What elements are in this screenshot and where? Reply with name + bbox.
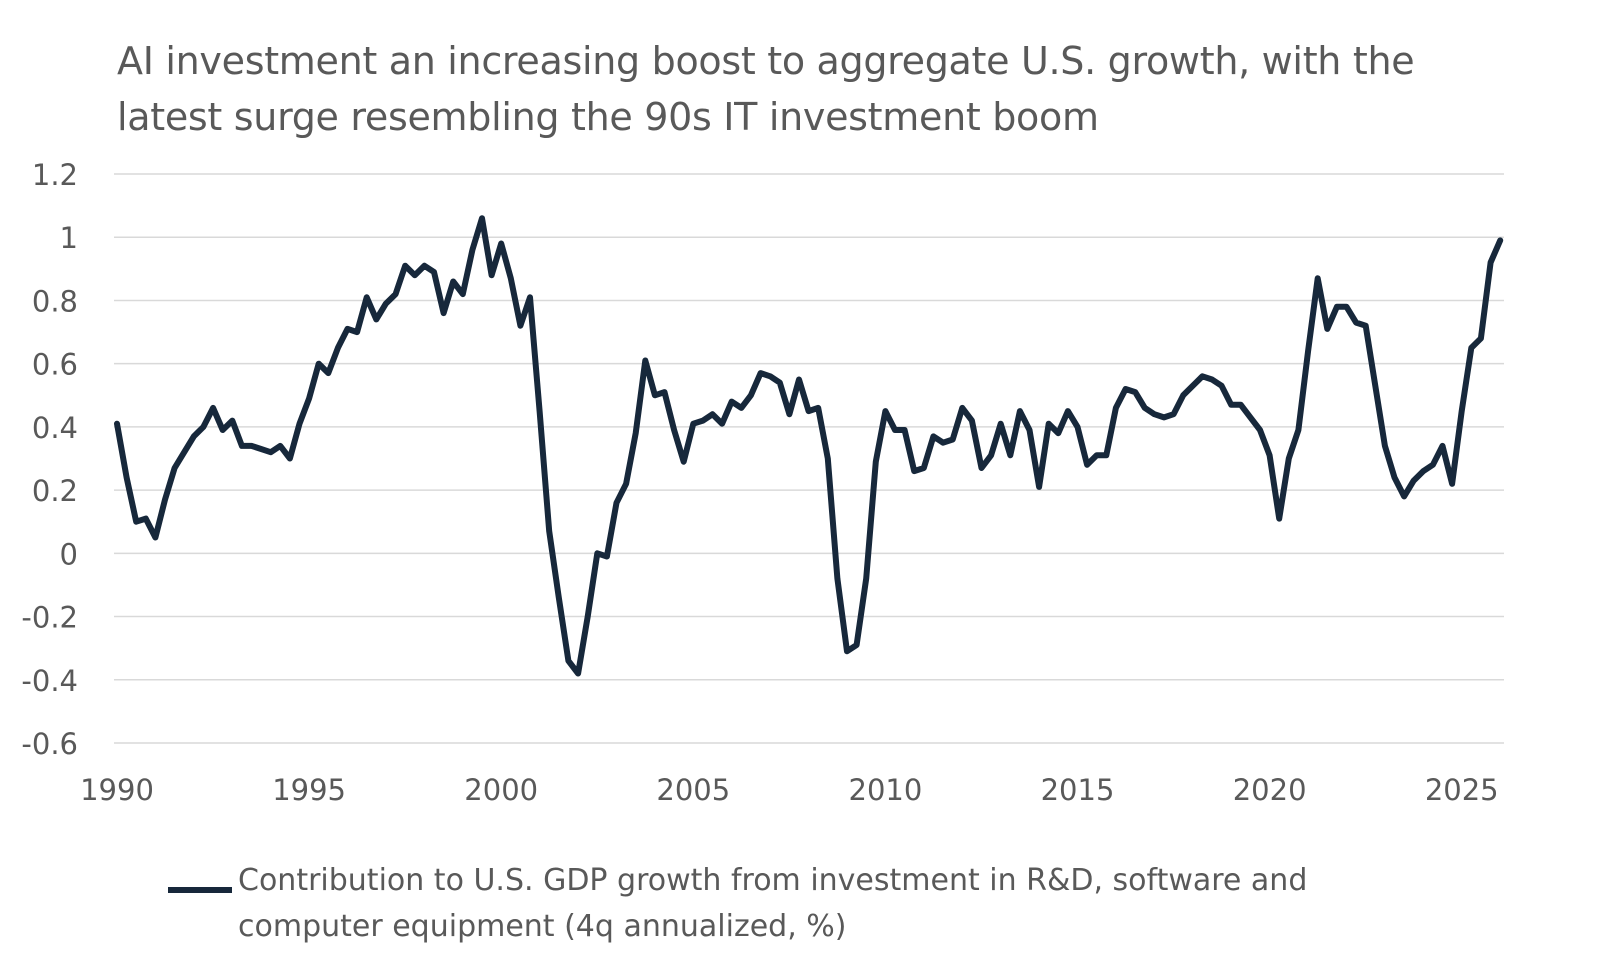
- legend: Contribution to U.S. GDP growth from inv…: [168, 858, 1448, 950]
- x-tick-label: 2025: [1425, 773, 1499, 807]
- x-tick-label: 2010: [849, 773, 923, 807]
- x-tick-label: 2005: [656, 773, 730, 807]
- y-tick-label: -0.2: [21, 601, 78, 635]
- y-tick-label: 0: [60, 537, 78, 571]
- legend-label: Contribution to U.S. GDP growth from inv…: [238, 863, 1308, 944]
- y-tick-label: -0.6: [21, 727, 78, 761]
- y-tick-label: 0.4: [32, 411, 78, 445]
- x-axis-tick-labels: 1990 1995 2000 2005 2010 2015 2020 2025: [80, 773, 1499, 807]
- chart-title-line-2: latest surge resembling the 90s IT inves…: [117, 95, 1099, 139]
- series-group: [114, 215, 1504, 677]
- y-axis-tick-labels: 1.2 1 0.8 0.6 0.4 0.2 0 -0.2 -0.4 -0.6: [21, 158, 78, 761]
- gridlines: [114, 173, 1504, 744]
- y-tick-label: 0.8: [32, 284, 78, 318]
- chart-title-line-1: AI investment an increasing boost to agg…: [117, 39, 1415, 83]
- y-tick-label: 0.2: [32, 474, 78, 508]
- series-line: [114, 215, 1504, 677]
- x-tick-label: 2015: [1041, 773, 1115, 807]
- y-tick-label: 1: [60, 221, 78, 255]
- x-tick-label: 2000: [464, 773, 538, 807]
- legend-swatch: [168, 887, 232, 893]
- y-tick-label: -0.4: [21, 664, 78, 698]
- x-tick-label: 1995: [272, 773, 346, 807]
- x-tick-label: 1990: [80, 773, 154, 807]
- chart-title: AI investment an increasing boost to agg…: [117, 33, 1497, 145]
- y-tick-label: 1.2: [32, 158, 78, 192]
- x-tick-label: 2020: [1233, 773, 1307, 807]
- y-tick-label: 0.6: [32, 348, 78, 382]
